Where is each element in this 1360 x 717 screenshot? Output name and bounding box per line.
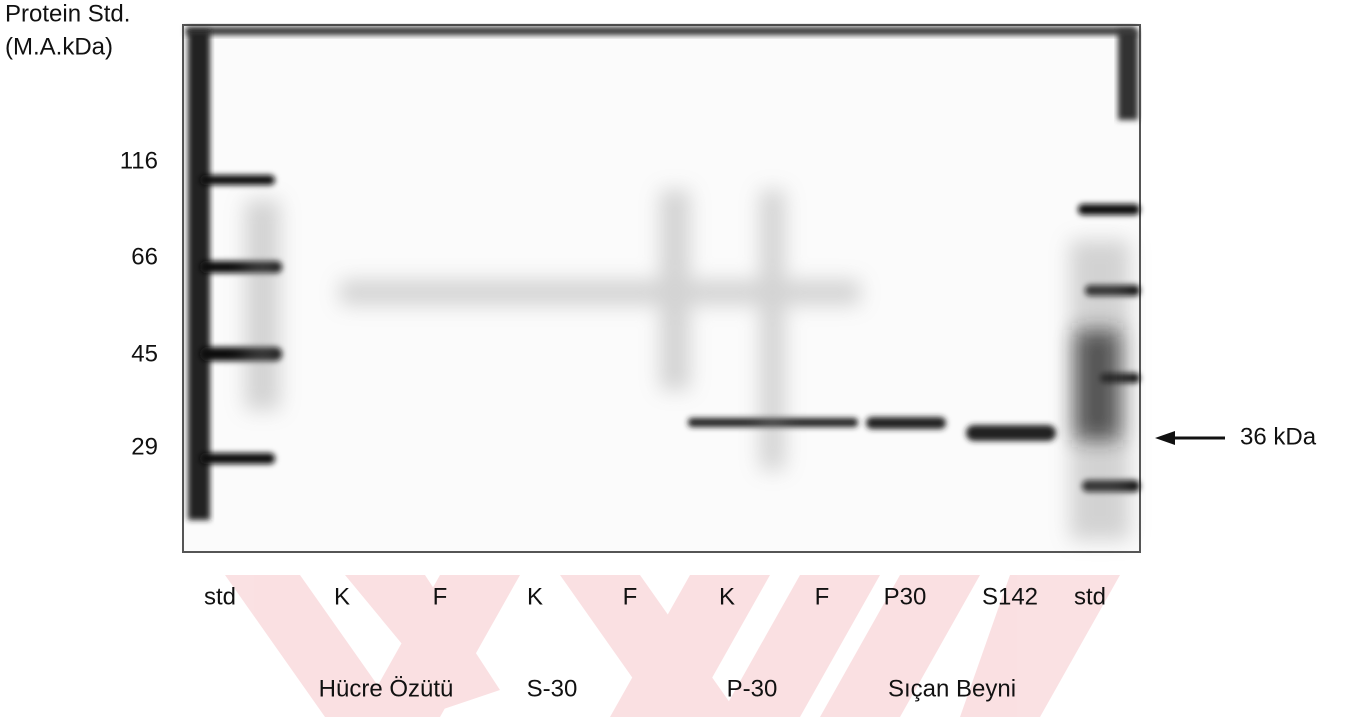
group-label: Sıçan Beyni [888,675,1016,702]
gel [182,24,1141,553]
lane-label: K [527,583,543,610]
group-label: Hücre Özütü [319,675,454,702]
lane-label: K [719,583,735,610]
lane-label: std [204,583,236,610]
lane-label: std [1074,583,1106,610]
lane-label: P30 [884,583,927,610]
group-label: S-30 [527,675,578,702]
header-unit: (M.A.kDa) [5,33,113,60]
lane-label: K [334,583,350,610]
lane-label: F [623,583,638,610]
marker-label: 116 [120,147,158,174]
marker-label: 29 [131,433,158,460]
group-label: P-30 [727,675,778,702]
lane-label: S142 [982,583,1038,610]
arrow [1155,431,1225,445]
band-annotation: 36 kDa [1240,423,1317,450]
watermark [225,575,1120,717]
lane-label: F [433,583,448,610]
lane-label: F [815,583,830,610]
header-title: Protein Std. [5,0,130,27]
marker-label: 45 [131,340,158,367]
marker-label: 66 [131,243,158,270]
